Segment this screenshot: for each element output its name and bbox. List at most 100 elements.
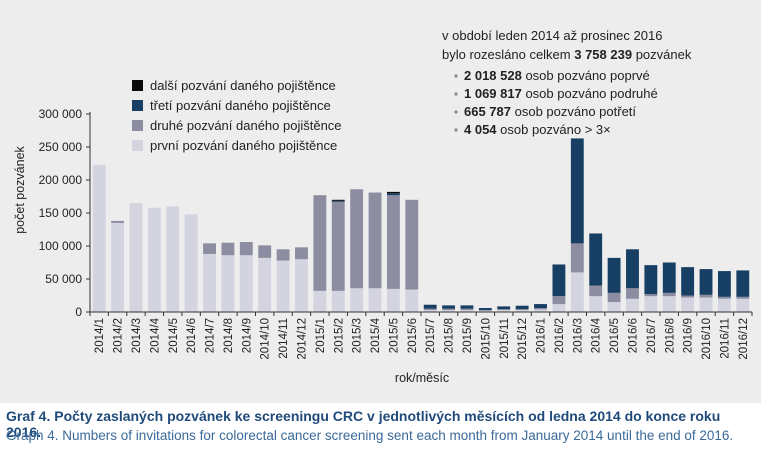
bar-segment-3	[736, 270, 750, 297]
bar-segment-1	[736, 298, 750, 312]
x-axis-label: rok/měsíc	[395, 371, 449, 385]
x-tick-label: 2015/7	[425, 318, 437, 353]
bar-segment-1	[239, 255, 253, 312]
y-tick-label: 100 000	[39, 239, 83, 253]
annotation-bullet: 4 054 osob pozváno > 3×	[464, 122, 611, 137]
x-tick-label: 2016/2	[554, 318, 566, 353]
bar-segment-1	[570, 272, 584, 312]
bar-segment-2	[313, 195, 327, 291]
x-tick-label: 2015/1	[315, 318, 327, 353]
annotation-line-1: v období leden 2014 až prosinec 2016	[442, 28, 662, 43]
bar-segment-3	[607, 257, 621, 293]
bar-segment-2	[203, 243, 216, 254]
stacked-bar-chart: 0 50 000 100 000 150 000 200 000 250 000 300 0…	[13, 28, 753, 385]
x-axis: 2014/1 2014/2 2014/3 2014/4 2014/5 2014/6 2014…	[89, 311, 753, 360]
x-tick-label: 2014/9	[241, 318, 253, 353]
bar-segment-3	[331, 200, 345, 202]
bar-segment-2	[662, 292, 676, 297]
y-tick-label: 250 000	[39, 140, 83, 154]
x-tick-label: 2015/3	[352, 318, 364, 353]
x-tick-label: 2014/3	[131, 318, 143, 353]
caption-czech: Graf 4. Počty zaslaných pozvánek ke scre…	[6, 408, 721, 440]
bar-segment-3	[570, 138, 584, 244]
legend-swatch	[132, 140, 143, 151]
bar-segment-1	[203, 253, 216, 312]
y-tick-label: 150 000	[39, 206, 83, 220]
y-axis-label: počet pozvánek	[13, 145, 27, 233]
bar-segment-2	[221, 242, 235, 256]
legend-label: první pozvání daného pojištěnce	[150, 138, 337, 153]
legend-label: třetí pozvání daného pojištěnce	[150, 98, 331, 113]
bar-segment-4	[386, 191, 400, 194]
bar-segment-1	[386, 288, 400, 312]
bullet-dot	[454, 110, 458, 114]
bar-segment-1	[331, 290, 345, 312]
bar-segment-1	[129, 203, 143, 312]
bar-segment-2	[515, 309, 529, 311]
x-tick-label: 2016/3	[572, 318, 584, 353]
bar-segment-1	[460, 310, 474, 312]
x-tick-label: 2014/12	[296, 318, 308, 360]
bar-segment-3	[699, 269, 713, 295]
bar-segment-3	[681, 267, 695, 296]
caption-english: Graph 4. Numbers of invitations for colo…	[6, 428, 734, 443]
bar-segment-3	[644, 265, 658, 295]
bars	[92, 138, 750, 312]
bar-segment-2	[405, 199, 419, 290]
bar-segment-1	[534, 309, 547, 312]
annotation-bullet: 1 069 817 osob pozváno podruhé	[464, 86, 658, 101]
bar-segment-1	[405, 289, 419, 312]
x-tick-label: 2016/1	[536, 318, 548, 353]
bar-segment-1	[258, 257, 272, 312]
bar-segment-2	[442, 308, 456, 311]
bar-segment-2	[589, 285, 603, 297]
bar-segment-3	[717, 271, 731, 297]
x-tick-label: 2016/9	[683, 318, 695, 353]
bar-segment-1	[111, 222, 125, 312]
bar-segment-2	[276, 249, 290, 261]
bar-segment-2	[350, 189, 364, 289]
bar-segment-2	[570, 243, 584, 273]
x-tick-label: 2015/5	[388, 318, 400, 353]
annotation-bullet: 2 018 528 osob pozváno poprvé	[464, 68, 650, 83]
bar-segment-2	[478, 310, 492, 311]
x-tick-label: 2014/2	[113, 318, 125, 353]
bar-segment-1	[423, 310, 437, 312]
x-tick-label: 2016/11	[719, 318, 731, 359]
x-tick-label: 2014/7	[205, 318, 217, 353]
bar-segment-2	[460, 308, 474, 311]
bar-segment-1	[699, 297, 713, 312]
x-tick-label: 2015/11	[499, 318, 511, 359]
y-tick-label: 50 000	[45, 272, 82, 286]
legend-label: druhé pozvání daného pojištěnce	[150, 118, 342, 133]
y-axis: 0 50 000 100 000 150 000 200 000 250 000 300 0…	[39, 107, 91, 319]
legend: další pozvání daného pojištěnce třetí poz…	[132, 78, 342, 153]
bar-segment-1	[368, 288, 382, 312]
bar-segment-2	[258, 245, 272, 258]
bar-segment-1	[607, 302, 621, 312]
x-tick-label: 2016/12	[738, 318, 750, 360]
bar-segment-1	[147, 207, 161, 312]
bar-segment-1	[681, 297, 695, 312]
bar-segment-1	[221, 255, 235, 312]
annotation-bullet: 665 787 osob pozváno potřetí	[464, 104, 636, 119]
bar-segment-1	[184, 214, 198, 312]
bar-segment-1	[515, 310, 529, 312]
bar-segment-2	[331, 201, 345, 291]
bar-segment-1	[92, 164, 106, 312]
bullet-dot	[454, 128, 458, 132]
x-tick-label: 2016/5	[609, 318, 621, 353]
y-tick-label: 0	[75, 305, 82, 319]
bar-segment-3	[460, 305, 474, 309]
legend-label: další pozvání daného pojištěnce	[150, 78, 336, 93]
bar-segment-1	[276, 260, 290, 312]
bar-segment-1	[717, 298, 731, 312]
bar-segment-2	[497, 309, 511, 311]
bullet-dot	[454, 74, 458, 78]
x-tick-label: 2014/1	[94, 318, 106, 353]
bar-segment-3	[626, 249, 639, 289]
x-tick-label: 2014/4	[149, 317, 161, 353]
bar-segment-2	[423, 308, 437, 311]
bar-segment-1	[497, 310, 511, 312]
x-tick-label: 2015/8	[444, 318, 456, 353]
